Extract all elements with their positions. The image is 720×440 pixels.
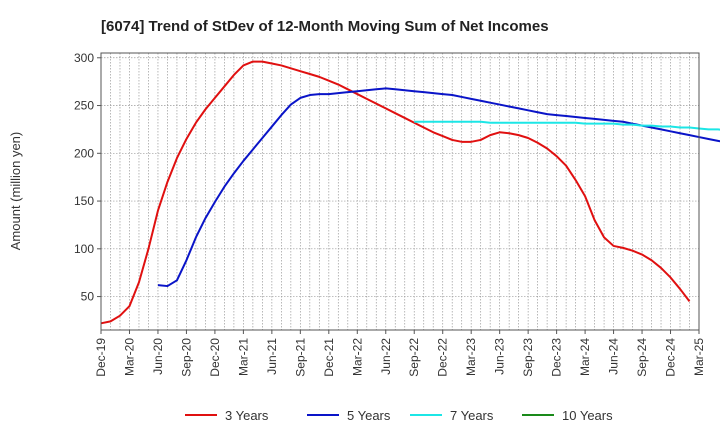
y-tick-label: 200: [74, 146, 94, 160]
legend-label: 7 Years: [450, 408, 494, 423]
x-tick-label: Jun-23: [493, 338, 507, 375]
y-axis-ticks: 50 100 150 200 250 300: [74, 51, 101, 304]
x-tick-label: Dec-19: [94, 338, 108, 377]
x-tick-label: Sep-20: [179, 338, 193, 377]
x-tick-label: Dec-22: [436, 338, 450, 377]
x-tick-label: Dec-24: [664, 338, 678, 377]
x-tick-label: Sep-21: [293, 338, 307, 377]
legend: 3 Years 5 Years 7 Years 10 Years: [185, 408, 613, 423]
y-axis-label: Amount (million yen): [8, 132, 23, 251]
x-tick-label: Mar-22: [350, 338, 364, 376]
y-tick-label: 250: [74, 99, 94, 113]
x-tick-label: Dec-20: [208, 338, 222, 377]
x-tick-label: Mar-23: [464, 338, 478, 376]
legend-label: 5 Years: [347, 408, 391, 423]
x-tick-label: Dec-23: [550, 338, 564, 377]
x-tick-label: Dec-21: [322, 338, 336, 377]
grid-lines: [101, 53, 699, 330]
x-tick-label: Jun-21: [265, 338, 279, 375]
x-axis-ticks: Dec-19 Mar-20 Jun-20 Sep-20 Dec-20 Mar-21 Jun-…: [94, 330, 706, 377]
x-tick-label: Mar-20: [122, 338, 136, 376]
legend-label: 3 Years: [225, 408, 269, 423]
x-tick-label: Mar-25: [692, 338, 706, 376]
y-tick-label: 50: [81, 290, 95, 304]
y-tick-label: 150: [74, 194, 94, 208]
x-tick-label: Jun-22: [379, 338, 393, 375]
series-line-5-years: [157, 87, 720, 288]
series-line-7-years: [414, 120, 720, 131]
y-tick-label: 300: [74, 51, 94, 65]
y-tick-label: 100: [74, 242, 94, 256]
x-tick-label: Jun-24: [607, 338, 621, 375]
series-lines: [100, 60, 720, 325]
plot-area-frame: [100, 52, 700, 331]
x-tick-label: Mar-21: [236, 338, 250, 376]
series-line-3-years: [100, 60, 691, 325]
x-tick-label: Sep-24: [635, 338, 649, 377]
x-tick-label: Sep-22: [407, 338, 421, 377]
chart-title: [6074] Trend of StDev of 12-Month Moving…: [101, 18, 549, 35]
legend-label: 10 Years: [562, 408, 613, 423]
x-tick-label: Sep-23: [521, 338, 535, 377]
x-tick-label: Mar-24: [578, 338, 592, 376]
x-tick-label: Jun-20: [151, 338, 165, 375]
